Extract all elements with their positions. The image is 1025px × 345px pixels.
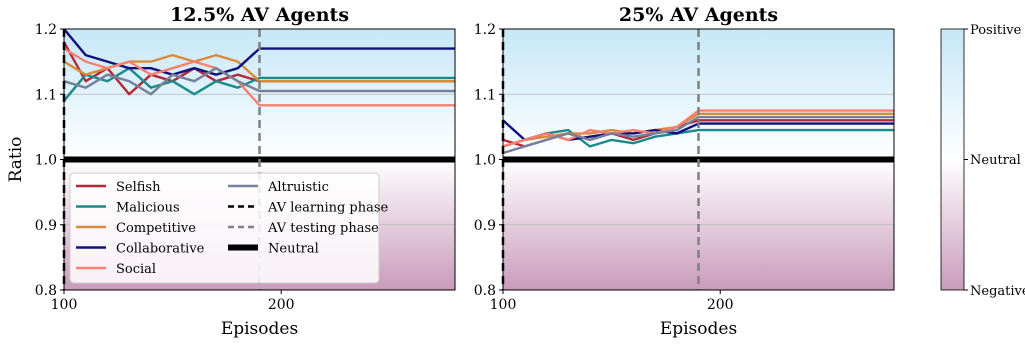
panel-1-series — [64, 29, 455, 107]
x-tick-label: 100 — [490, 297, 517, 313]
series-line-altruistic — [64, 66, 455, 96]
y-tick-label: 1.1 — [474, 87, 496, 103]
legend-label: AV learning phase — [267, 201, 389, 216]
panel-2-xlabel: Episodes — [660, 319, 737, 339]
legend-label: Competitive — [116, 221, 196, 236]
panel-2: 0.8 0.9 1.0 1.1 1.2 100 200 25% AV Agents Epis… — [474, 4, 895, 339]
x-tick-label: 200 — [268, 297, 295, 313]
legend-label: Collaborative — [116, 242, 205, 257]
legend-label: Social — [116, 262, 156, 277]
series-line-altruistic — [503, 115, 894, 155]
panel-1-xlabel: Episodes — [221, 319, 298, 339]
colorbar-label-neutral: Neutral — [970, 153, 1021, 168]
panel-1-ticks: 0.8 0.9 1.0 1.1 1.2 100 200 — [35, 22, 295, 313]
colorbar-gradient — [940, 28, 965, 291]
panel-1-ylabel: Ratio — [6, 137, 26, 183]
y-tick-label: 0.9 — [474, 218, 496, 234]
y-tick-label: 0.9 — [35, 218, 57, 234]
panel-2-series — [503, 109, 894, 155]
y-tick-label: 1.0 — [474, 153, 496, 169]
legend-label: Malicious — [116, 201, 180, 216]
y-tick-label: 1.1 — [35, 87, 57, 103]
legend-label: Neutral — [268, 242, 319, 257]
y-tick-label: 1.2 — [474, 22, 496, 38]
y-tick-label: 0.8 — [474, 283, 496, 299]
x-tick-label: 100 — [51, 297, 78, 313]
panel-2-title: 25% AV Agents — [619, 4, 778, 26]
series-line-social — [64, 47, 455, 107]
y-tick-label: 1.0 — [35, 153, 57, 169]
panel-1: 0.8 0.9 1.0 1.1 1.2 100 200 12.5% AV Agents Ep… — [6, 4, 456, 339]
legend-label: AV testing phase — [267, 221, 379, 236]
panel-1-title: 12.5% AV Agents — [170, 4, 349, 26]
colorbar-label-positive: Positive — [970, 23, 1022, 38]
y-tick-label: 0.8 — [35, 283, 57, 299]
legend: Selfish Malicious Competitive Collaborative… — [69, 172, 389, 284]
colorbar: Positive Neutral Negative — [940, 23, 1025, 299]
x-tick-label: 200 — [707, 297, 734, 313]
y-tick-label: 1.2 — [35, 22, 57, 38]
panel-2-ticks: 0.8 0.9 1.0 1.1 1.2 100 200 — [474, 22, 734, 313]
legend-label: Altruistic — [267, 180, 329, 195]
colorbar-label-negative: Negative — [970, 284, 1025, 299]
series-line-competitive — [64, 53, 455, 83]
legend-box — [69, 172, 380, 284]
legend-label: Selfish — [116, 180, 161, 195]
